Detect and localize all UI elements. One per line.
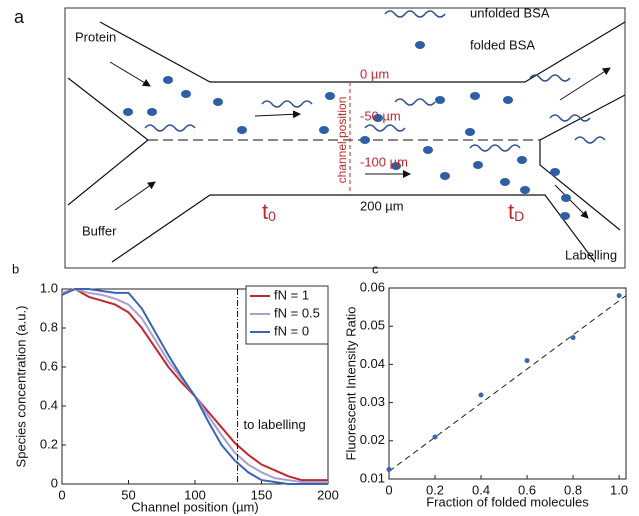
position-label: -50 µm (360, 108, 401, 123)
outlet-label: Labelling (565, 247, 617, 262)
unfolded-waves (144, 10, 606, 152)
arrows (109, 61, 611, 219)
x-axis-label: Channel position (µm) (131, 499, 258, 514)
x-tick-label: 0.6 (518, 482, 536, 497)
data-point (386, 466, 392, 472)
y-axis-label: Fluorescent Intensity Ratio (343, 307, 358, 461)
data-line (61, 288, 328, 485)
position-label: 0 µm (360, 66, 389, 81)
legend-label: unfolded BSA (470, 5, 550, 20)
fit-line (388, 295, 627, 472)
x-tick-label: 0.2 (426, 482, 444, 497)
data-point (524, 358, 530, 364)
x-tick-label: 100 (184, 487, 206, 502)
annotation: to labelling (244, 417, 306, 432)
y-axis-label: Species concentration (a.u.) (13, 306, 28, 468)
legend-label: fN = 0.5 (274, 305, 320, 320)
data-point (478, 392, 484, 398)
time-label: t0 (262, 199, 276, 224)
x-tick-label: 0 (385, 482, 392, 497)
channel-wall (99, 21, 626, 83)
x-tick-label: 50 (121, 487, 135, 502)
inlet-label: Protein (75, 29, 116, 44)
y-tick-label: 0.01 (360, 470, 385, 485)
panel-label: b (12, 261, 19, 276)
data-point (432, 434, 438, 440)
panel-label: a (14, 7, 25, 27)
y-tick-label: 0.04 (360, 356, 385, 371)
legend-label: folded BSA (470, 37, 535, 52)
molecules (123, 41, 571, 220)
panel-a: a unfolded BSA fo (14, 5, 626, 269)
x-tick-label: 150 (251, 487, 273, 502)
position-label: 200 µm (360, 198, 404, 213)
y-tick-label: 0.6 (40, 358, 58, 373)
y-tick-label: 0.06 (360, 279, 385, 294)
x-tick-label: 0 (58, 487, 65, 502)
y-tick-label: 1.0 (40, 280, 58, 295)
inlet-label: Buffer (82, 223, 117, 238)
y-tick-label: 0.4 (40, 397, 58, 412)
x-tick-label: 0.4 (472, 482, 490, 497)
position-label: -100 µm (360, 154, 408, 169)
panel-label: c (372, 261, 379, 276)
data-point (570, 335, 576, 341)
y-tick-label: 0.02 (360, 432, 385, 447)
panel-frame (64, 7, 626, 269)
channel-wall (111, 194, 596, 263)
y-tick-label: 0.8 (40, 319, 58, 334)
legend-label: fN = 0 (274, 323, 309, 338)
x-tick-label: 200 (317, 487, 339, 502)
time-label: tD (508, 199, 524, 224)
plot-frame (388, 287, 627, 480)
y-tick-label: 0.03 (360, 394, 385, 409)
channel-wall (539, 94, 626, 231)
y-tick-label: 0 (51, 475, 58, 490)
channel-wall (67, 77, 149, 206)
data-point (616, 293, 622, 299)
x-axis-label: Fraction of folded molecules (426, 494, 589, 509)
position-axis-label: channel position (335, 97, 349, 184)
y-tick-label: 0.05 (360, 318, 385, 333)
legend-label: fN = 1 (274, 287, 309, 302)
y-tick-label: 0.2 (40, 436, 58, 451)
x-tick-label: 1.0 (610, 482, 628, 497)
x-tick-label: 0.8 (564, 482, 582, 497)
